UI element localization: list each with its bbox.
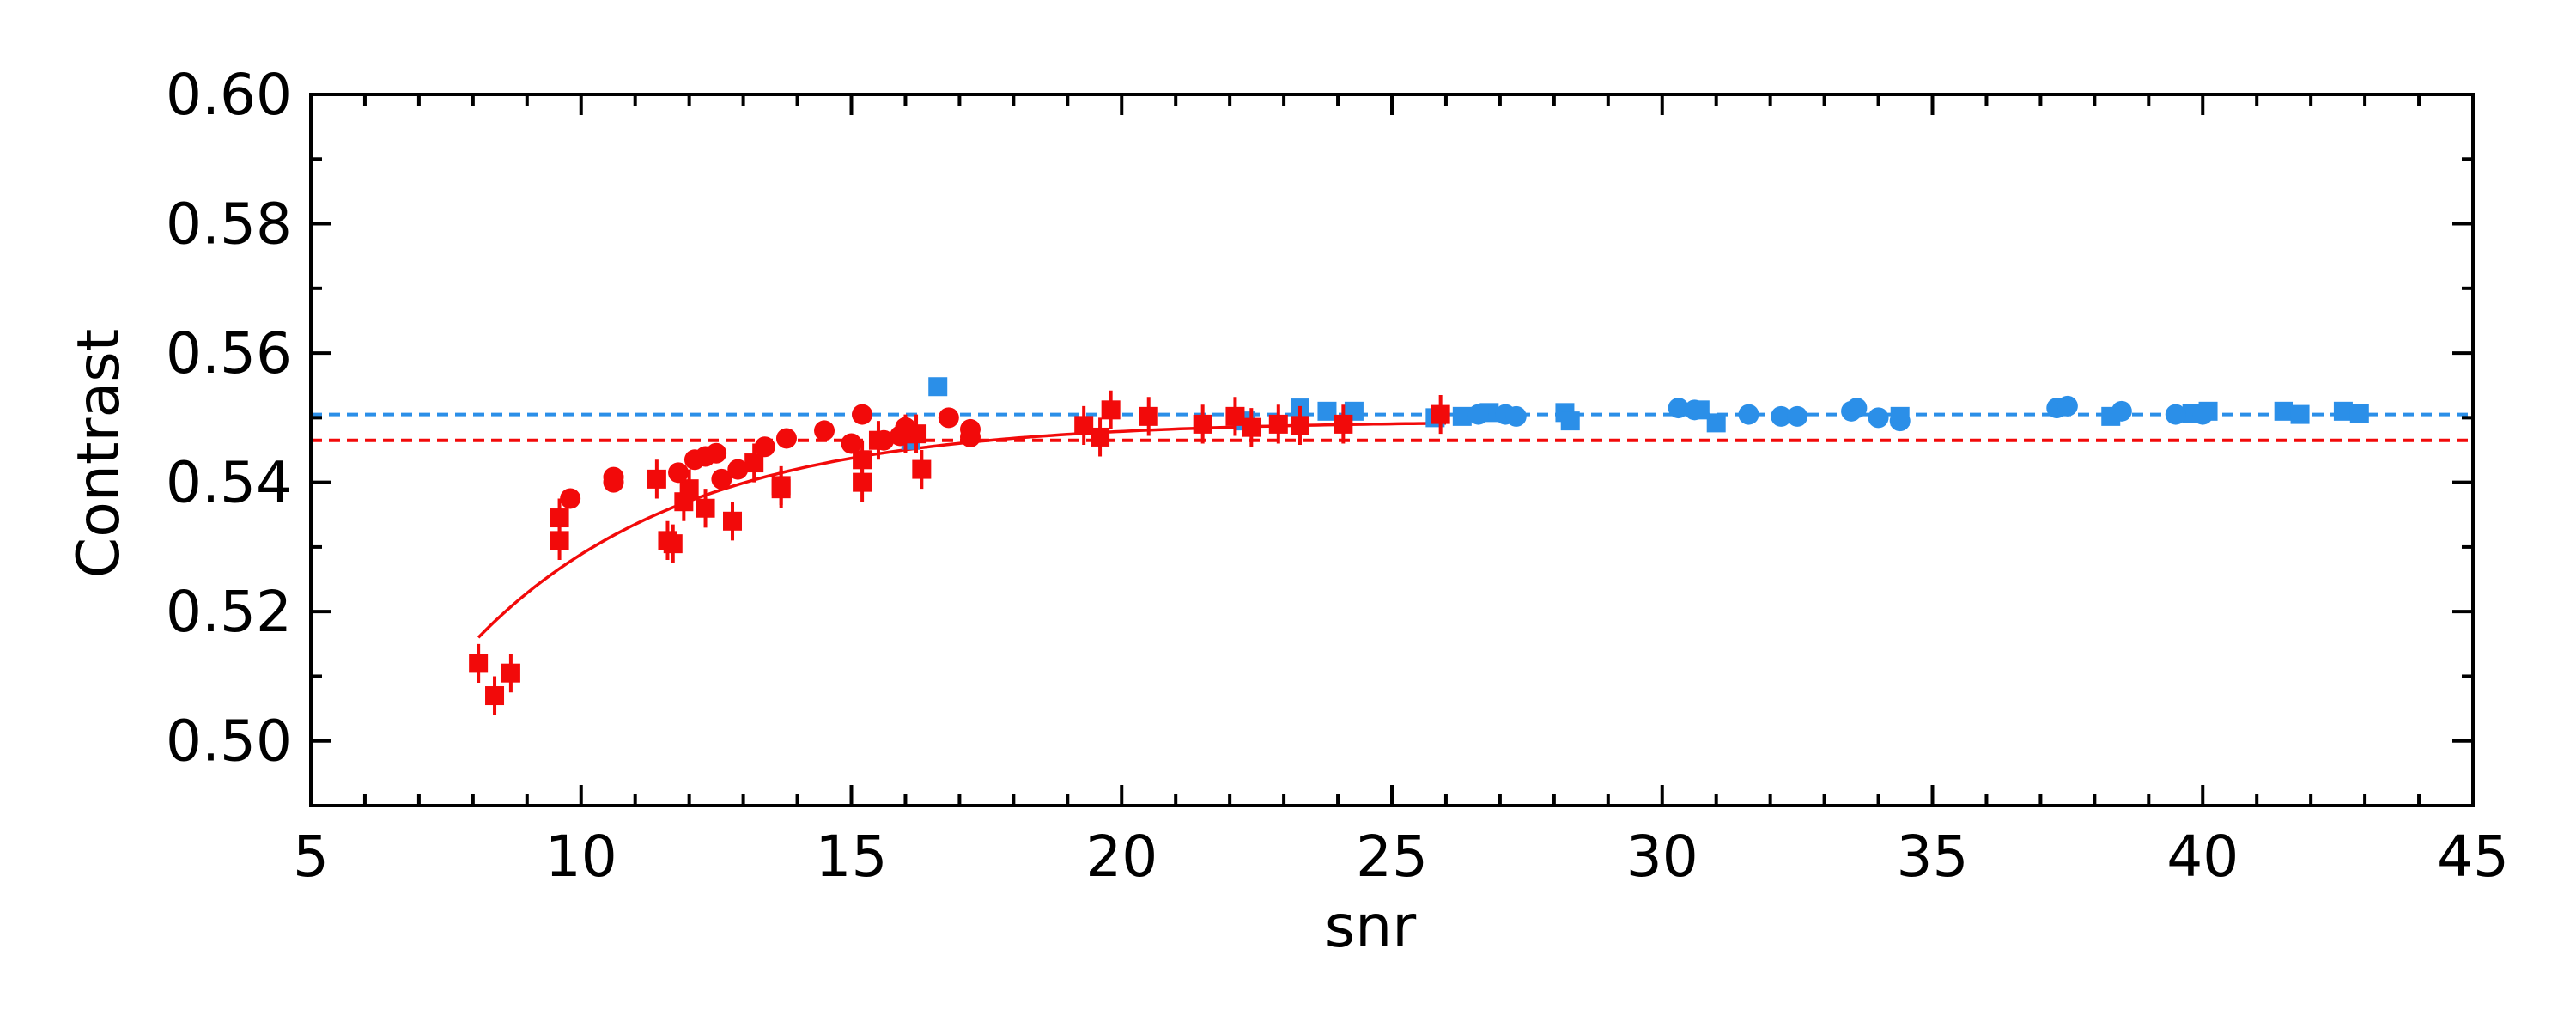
data-point-square [469, 654, 489, 673]
data-point-square [2274, 401, 2293, 421]
data-point-square [928, 377, 948, 397]
axes: 5 10 15 20 25 30 35 40 45 0.50 0.52 0.54 0.56 0.58 0.6… [166, 62, 2509, 890]
data-point-square [647, 469, 666, 489]
x-tick-label: 5 [293, 824, 329, 890]
data-point-circle [2165, 404, 2186, 425]
x-tick-label: 45 [2437, 824, 2509, 890]
data-point-square [679, 479, 699, 499]
data-point-circle [895, 417, 916, 438]
data-point-circle [668, 462, 690, 484]
series-2 [469, 390, 1450, 715]
fit-curve-layer [477, 422, 1447, 639]
data-point-circle [841, 433, 862, 454]
x-tick-label: 15 [816, 824, 888, 890]
data-point-circle [775, 428, 797, 449]
data-point-square [1225, 406, 1245, 426]
y-axis-label: Contrast [65, 329, 133, 579]
data-point-square [1193, 414, 1212, 434]
data-point-circle [938, 407, 959, 429]
series-1 [1467, 395, 2214, 432]
data-point-square [853, 472, 872, 492]
data-point-square [1431, 404, 1450, 424]
data-point-circle [852, 404, 873, 425]
data-point-circle [711, 468, 732, 490]
x-tick-label: 20 [1085, 824, 1157, 890]
data-point-circle [2192, 404, 2214, 425]
plot-frame [309, 93, 2475, 807]
data-points [469, 377, 2369, 715]
data-point-square [771, 476, 791, 496]
data-point-square [1560, 411, 1580, 431]
x-tick-label: 30 [1626, 824, 1698, 890]
x-tick-label: 10 [545, 824, 617, 890]
data-point-square [744, 453, 764, 473]
data-point-circle [1868, 407, 1889, 429]
y-tick-label: 0.54 [166, 450, 292, 516]
data-point-square [1139, 406, 1158, 426]
data-point-circle [814, 420, 835, 441]
data-point-circle [727, 459, 749, 480]
y-tick-label: 0.60 [166, 62, 292, 128]
data-point-square [1452, 406, 1472, 426]
data-point-circle [1846, 398, 1868, 419]
data-point-circle [1787, 405, 1808, 427]
data-point-square [853, 450, 872, 470]
y-tick-label: 0.56 [166, 320, 292, 386]
data-point-circle [2111, 400, 2132, 422]
data-point-square [912, 459, 932, 479]
data-point-square [1706, 413, 1726, 433]
data-point-circle [1771, 405, 1792, 427]
reference-lines [311, 412, 2473, 442]
data-point-circle [1467, 404, 1489, 425]
data-point-square [550, 531, 569, 550]
data-point-square [1268, 414, 1288, 434]
series-3 [560, 404, 981, 509]
data-point-circle [560, 488, 581, 509]
data-point-square [1101, 400, 1121, 420]
data-point-square [723, 511, 743, 531]
data-point-square [2349, 404, 2369, 423]
data-point-square [501, 663, 520, 683]
data-point-circle [1668, 398, 1689, 419]
y-tick-label: 0.52 [166, 579, 292, 645]
data-point-square [2333, 401, 2353, 421]
data-point-circle [706, 442, 727, 464]
data-point-circle [873, 429, 895, 451]
y-tick-label: 0.50 [166, 709, 292, 775]
data-point-circle [1684, 399, 1705, 421]
fit-curve [477, 422, 1447, 639]
data-point-circle [603, 471, 624, 493]
y-tick-label: 0.58 [166, 192, 292, 258]
data-point-circle [1505, 405, 1527, 427]
data-point-circle [754, 436, 775, 458]
data-point-square [485, 686, 505, 706]
data-point-square [1334, 414, 1353, 434]
data-point-circle [2057, 395, 2078, 417]
data-point-square [1317, 401, 1337, 421]
x-tick-label: 40 [2166, 824, 2239, 890]
data-point-square [2290, 404, 2310, 424]
data-point-circle [1889, 411, 1911, 432]
x-axis-label: snr [1325, 893, 1417, 961]
data-point-circle [1738, 404, 1759, 425]
data-point-square [550, 508, 569, 528]
data-point-square [1242, 417, 1261, 437]
data-point-square [1290, 416, 1309, 435]
x-tick-label: 25 [1356, 824, 1428, 890]
data-point-square [696, 498, 715, 518]
data-point-square [663, 534, 683, 554]
data-point-circle [959, 426, 981, 447]
data-point-square [1091, 427, 1110, 447]
x-tick-label: 35 [1897, 824, 1969, 890]
data-point-square [1074, 416, 1094, 435]
